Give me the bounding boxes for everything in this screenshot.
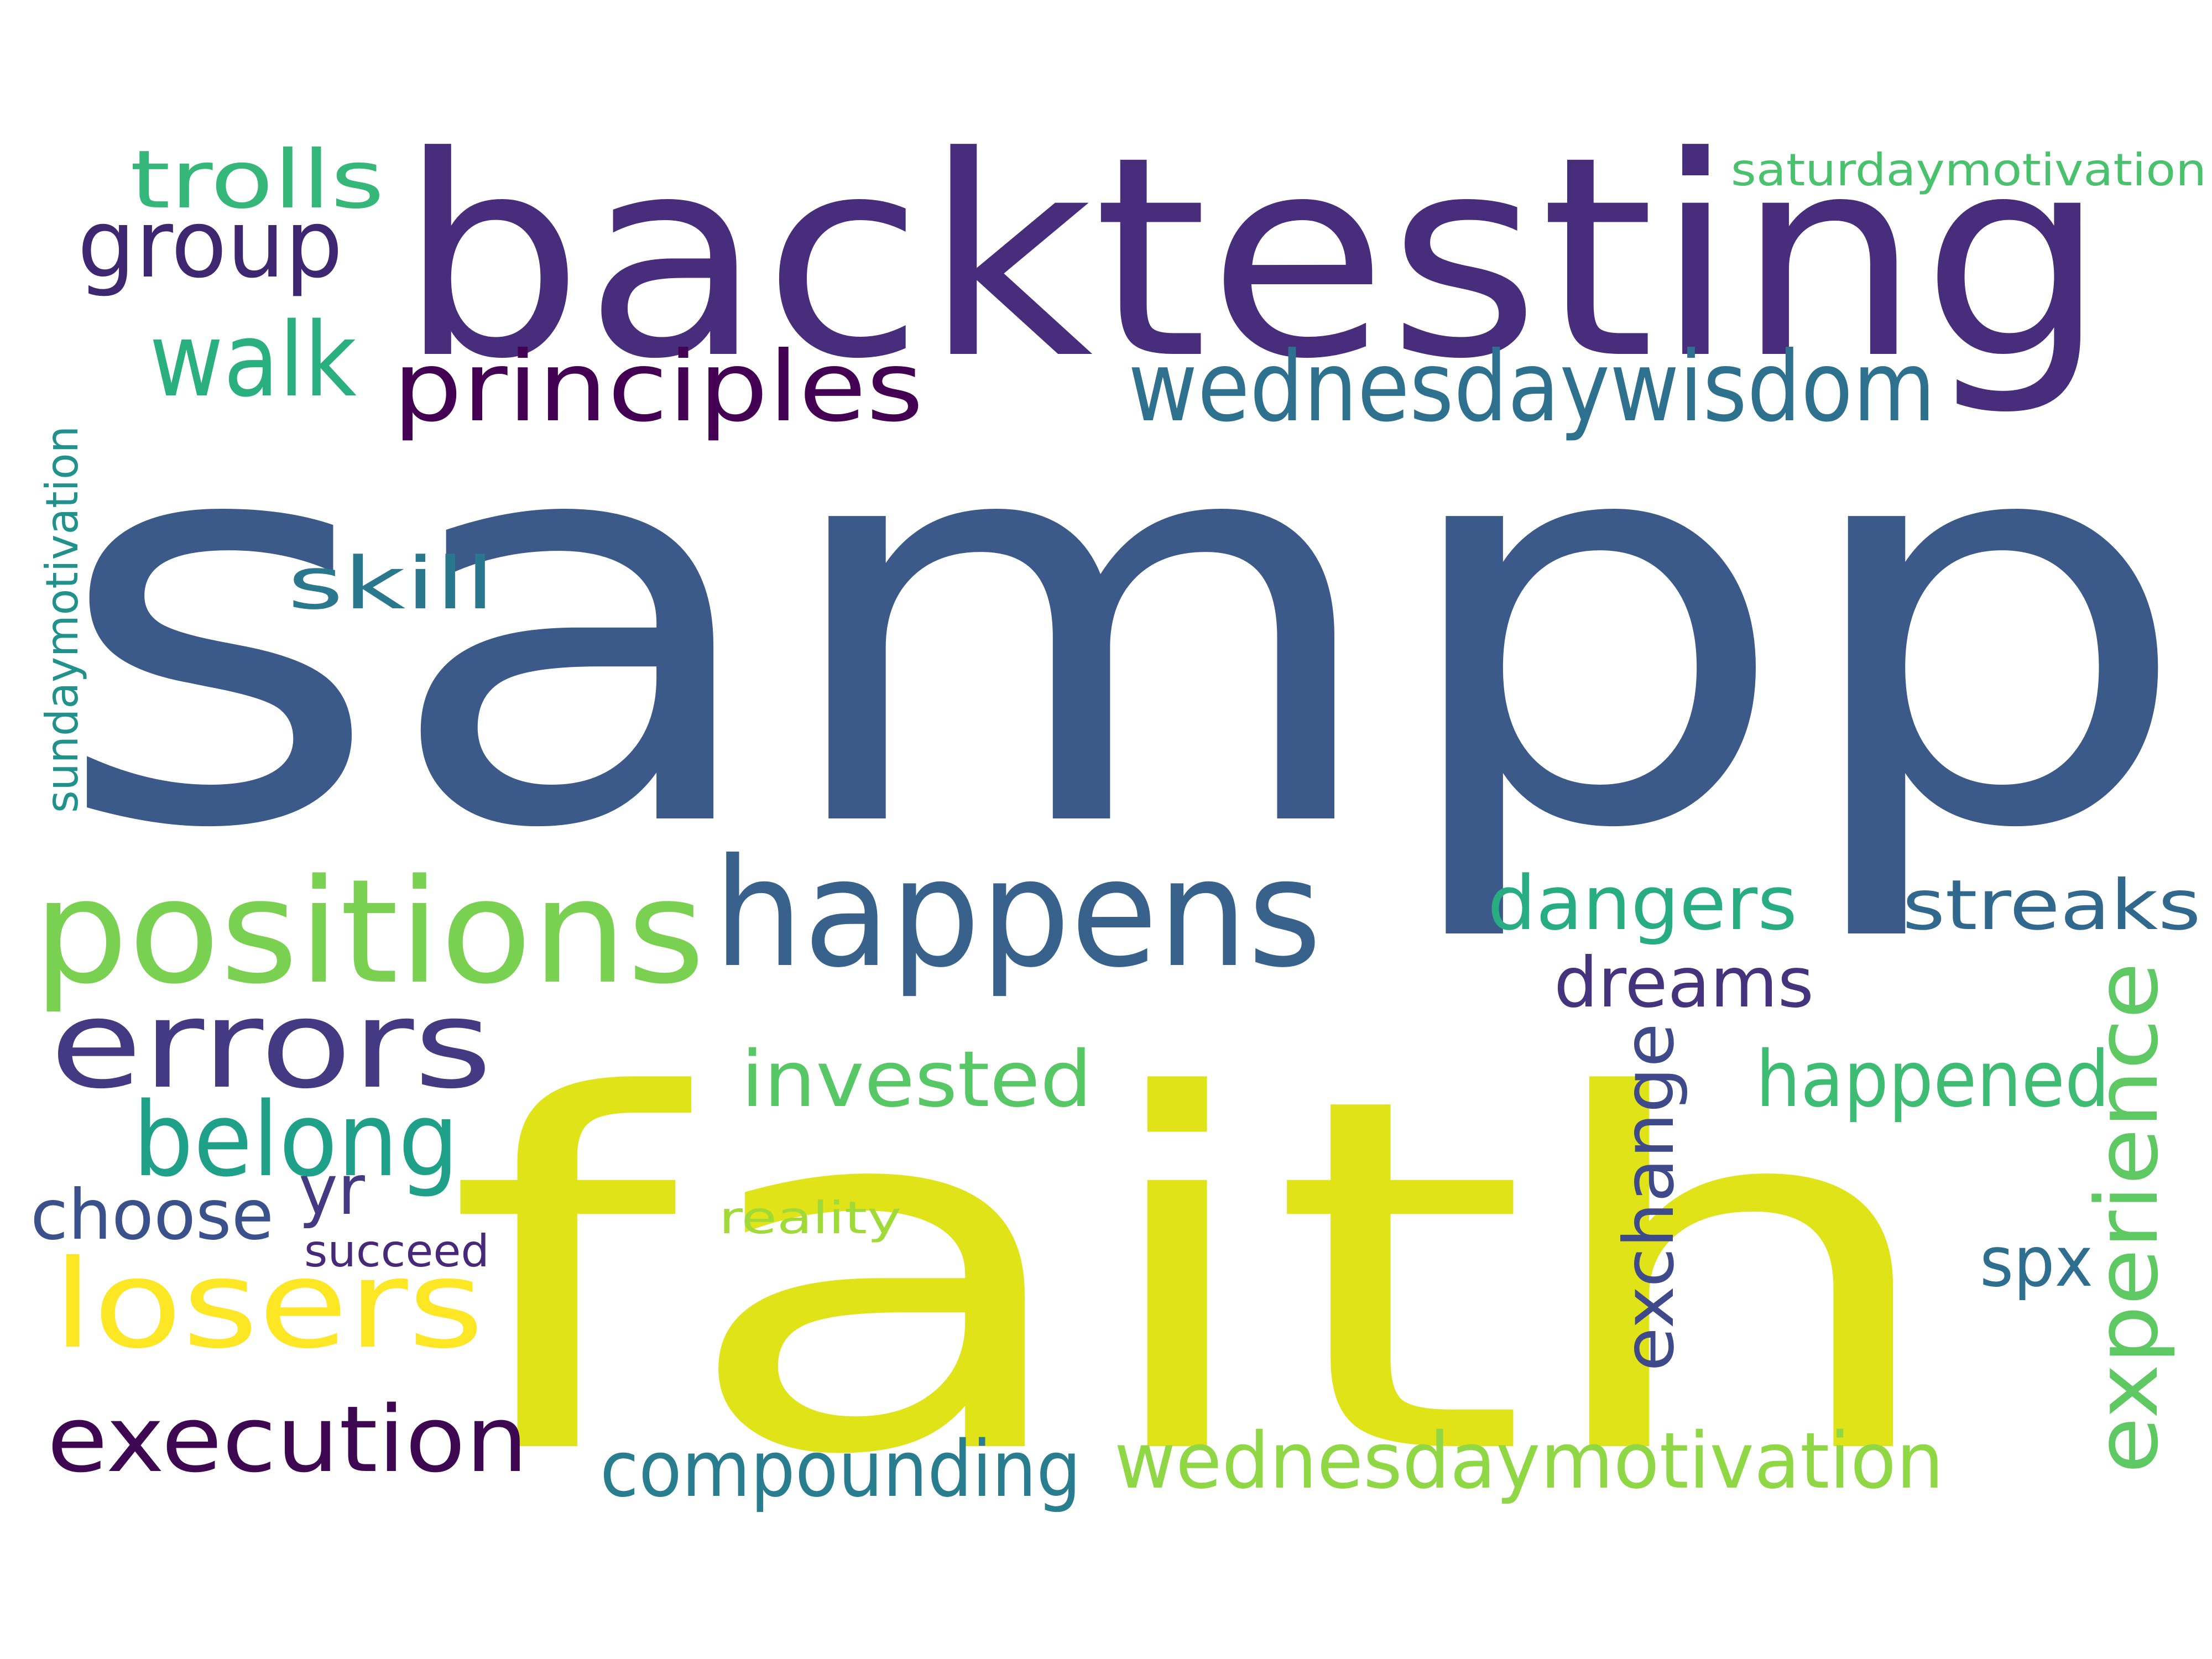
word-skill: skill [288,541,495,625]
word-positions: positions [33,849,705,1016]
word-execution: execution [47,1386,528,1493]
word-wednesdaywisdom: wednesdaywisdom [1128,331,1936,444]
word-compounding: compounding [600,1425,1081,1515]
word-wednesdaymotivation: wednesdaymotivation [1114,1416,1944,1506]
word-walk: walk [149,300,357,420]
word-yr: yr [299,1150,366,1230]
word-dreams: dreams [1554,943,1814,1023]
word-faith: faith [445,994,1949,1561]
word-happened: happened [1756,1035,2110,1125]
word-happens: happens [713,826,1322,1000]
word-succeed: succeed [304,1225,489,1277]
word-spx: spx [1980,1222,2093,1302]
word-losers: losers [53,1234,484,1375]
word-choose: choose [30,1175,274,1255]
word-exchange: exchange [1609,1023,1689,1371]
word-group: group [77,190,343,299]
word-dangers: dangers [1488,860,1797,947]
word-invested: invested [741,1035,1092,1125]
word-experience: experience [2077,962,2177,1474]
word-streaks: streaks [1902,865,2201,946]
word-saturdaymotivation: saturdaymotivation [1731,144,2206,196]
word-reality: reality [719,1192,901,1244]
word-sampp: sampp [53,305,2193,949]
word-belong: belong [133,1080,459,1199]
word-backtesting: backtesting [398,97,2107,419]
word-sundaymotivation: sundaymotivation [36,426,88,813]
word-principles: principles [393,331,924,444]
word-trolls: trolls [130,133,384,227]
word-errors: errors [50,974,492,1115]
